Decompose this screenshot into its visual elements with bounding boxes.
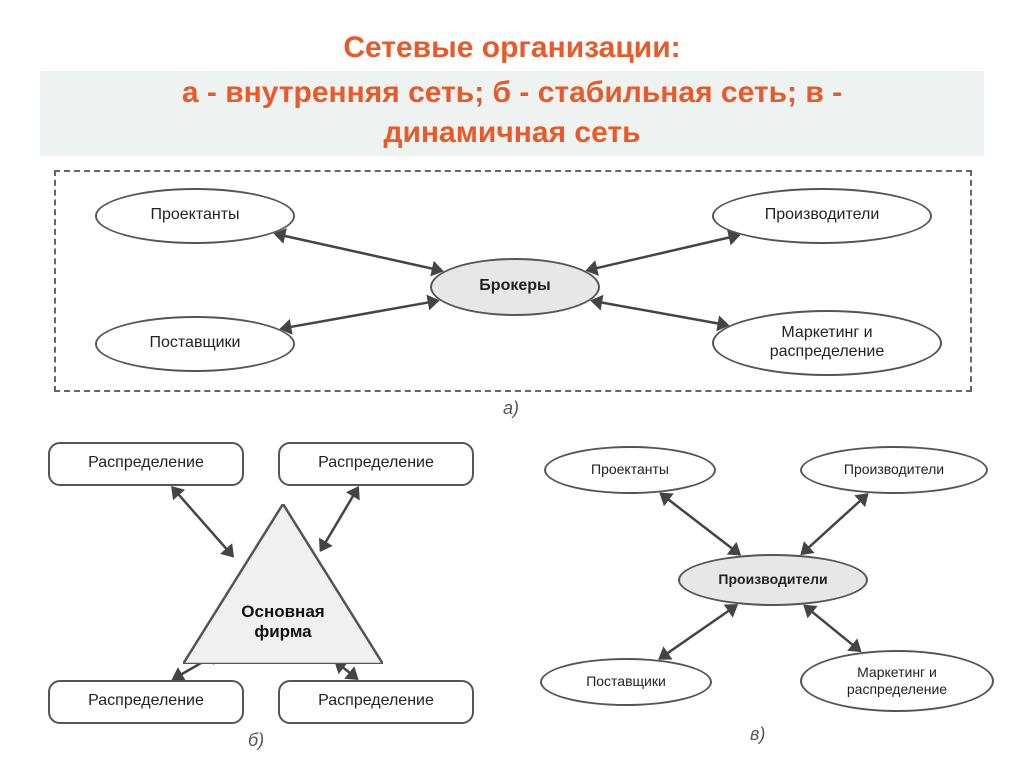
node-label: Проектанты (585, 461, 675, 477)
node-label: Распределение (82, 454, 210, 472)
panel-a-caption: а) (503, 398, 519, 419)
node-label: Распределение (312, 454, 440, 472)
ellipse-node: Производители (712, 188, 932, 244)
roundbox-node: Распределение (278, 680, 474, 724)
node-label: Поставщики (144, 334, 247, 352)
node-label: Основнаяфирма (183, 602, 383, 641)
ellipse-node: Поставщики (95, 316, 295, 372)
title-line-1: Сетевые организации: (40, 28, 984, 69)
node-label: Поставщики (580, 673, 672, 689)
ellipse-node: Брокеры (430, 258, 600, 316)
ellipse-node: Проектанты (95, 188, 295, 244)
triangle-node: Основнаяфирма (183, 504, 383, 664)
title-line-3: динамичная сеть (383, 116, 640, 149)
panel-c-caption: в) (750, 724, 765, 745)
node-label: Распределение (82, 692, 210, 710)
roundbox-node: Распределение (278, 442, 474, 486)
title-block: Сетевые организации: а - внутренняя сеть… (0, 0, 1024, 170)
node-label: Маркетинг ираспределение (841, 664, 953, 696)
ellipse-node: Маркетинг ираспределение (800, 650, 994, 712)
ellipse-node: Поставщики (540, 658, 712, 706)
title-line-2: а - внутренняя сеть; б - стабильная сеть… (182, 76, 842, 109)
diagram-stage: Брокеры Проектанты Поставщики Производители… (0, 170, 1024, 760)
node-label: Производители (838, 461, 950, 477)
node-label: Маркетинг ираспределение (764, 324, 891, 361)
ellipse-node: Проектанты (544, 446, 716, 494)
roundbox-node: Распределение (48, 680, 244, 724)
node-label: Распределение (312, 692, 440, 710)
node-label: Производители (759, 206, 886, 224)
node-label: Производители (712, 571, 833, 587)
title-banner: а - внутренняя сеть; б - стабильная сеть… (40, 71, 984, 156)
panel-b-caption: б) (248, 730, 264, 751)
node-label: Проектанты (144, 206, 245, 224)
ellipse-node: Маркетинг ираспределение (712, 310, 942, 376)
node-label: Брокеры (473, 277, 556, 295)
ellipse-node: Производители (678, 554, 868, 606)
ellipse-node: Производители (800, 446, 988, 494)
roundbox-node: Распределение (48, 442, 244, 486)
